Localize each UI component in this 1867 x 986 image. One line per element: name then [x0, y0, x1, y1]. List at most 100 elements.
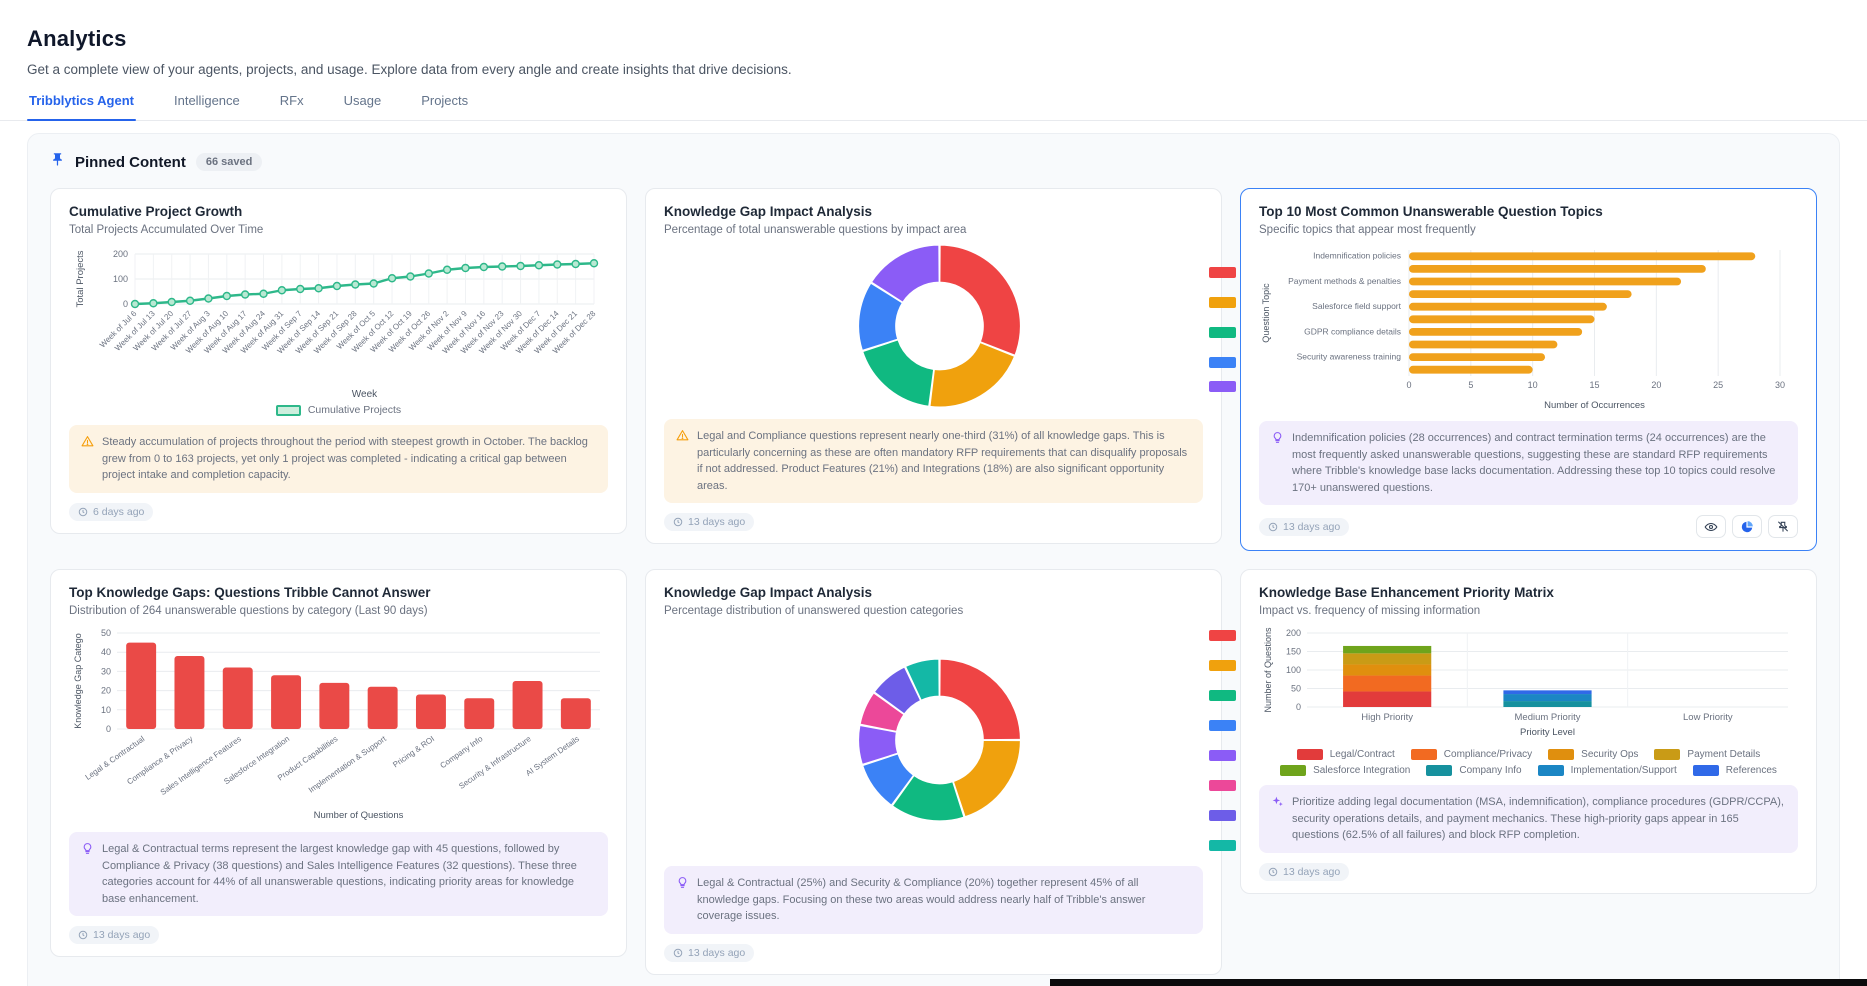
timestamp-badge: 6 days ago — [69, 502, 154, 521]
svg-text:0: 0 — [1406, 380, 1411, 390]
legend-swatch — [1209, 779, 1236, 791]
card-footer: 13 days ago — [664, 513, 1203, 531]
timestamp-badge: 13 days ago — [664, 513, 755, 531]
saved-count-badge: 66 saved — [195, 153, 263, 171]
svg-text:Total Projects: Total Projects — [75, 250, 86, 307]
unpin-button[interactable] — [1768, 515, 1798, 538]
lightbulb-icon — [1271, 431, 1284, 496]
unpin-icon — [1777, 520, 1789, 532]
legend-label: References — [1725, 765, 1777, 776]
svg-text:20: 20 — [101, 686, 111, 696]
chart-legend: Cumulative Projects — [69, 404, 608, 416]
lightbulb-icon — [81, 842, 94, 907]
tab-intelligence[interactable]: Intelligence — [173, 93, 240, 108]
warning-icon — [676, 429, 689, 494]
chart-area: Legal/Compliance (31%)Product Features (… — [664, 242, 1329, 410]
impact-area-donut-chart — [857, 244, 1022, 408]
svg-text:Company Info: Company Info — [438, 734, 484, 770]
card-subtitle: Distribution of 264 unanswerable questio… — [69, 605, 428, 617]
insight-box: Steady accumulation of projects througho… — [69, 425, 608, 493]
svg-text:GDPR compliance details: GDPR compliance details — [1304, 326, 1401, 336]
legend-swatch — [1654, 749, 1681, 760]
svg-text:30: 30 — [101, 666, 111, 676]
legend-swatch — [275, 404, 301, 416]
card-priority-matrix[interactable]: Knowledge Base Enhancement Priority Matr… — [1240, 569, 1817, 894]
card-footer: 13 days ago — [1259, 515, 1798, 538]
svg-text:Priority Level: Priority Level — [1520, 727, 1575, 738]
timestamp-text: 13 days ago — [1283, 865, 1341, 878]
page-subtitle: Get a complete view of your agents, proj… — [27, 62, 792, 77]
svg-text:Week: Week — [352, 389, 378, 400]
card-cumulative-project-growth[interactable]: Cumulative Project Growth Total Projects… — [50, 188, 627, 534]
legend-swatch — [1209, 659, 1236, 671]
svg-text:Knowledge Gap Catego: Knowledge Gap Catego — [73, 633, 83, 729]
card-title: Top 10 Most Common Unanswerable Question… — [1259, 204, 1603, 219]
timestamp-badge: 13 days ago — [69, 926, 160, 944]
card-knowledge-gap-impact-analysis-2[interactable]: Knowledge Gap Impact Analysis Percentage… — [645, 569, 1301, 975]
legend-item: Legal/Contract — [1296, 749, 1395, 760]
lightbulb-icon — [676, 876, 689, 925]
card-subtitle: Impact vs. frequency of missing informat… — [1259, 605, 1481, 617]
legend-item: References — [1692, 765, 1777, 776]
svg-text:10: 10 — [1528, 380, 1538, 390]
pin-icon — [50, 152, 65, 172]
tab-tribblytics-agent[interactable]: Tribblytics Agent — [27, 93, 136, 121]
timestamp-badge: 13 days ago — [1259, 862, 1350, 881]
tab-usage[interactable]: Usage — [343, 93, 382, 108]
tab-rfx[interactable]: RFx — [279, 93, 304, 108]
chart-area: 0 10 20 30 40 50 Legal & Contractual Compliance… — [69, 625, 608, 823]
legend-swatch — [1537, 765, 1564, 776]
card-title: Knowledge Base Enhancement Priority Matr… — [1259, 585, 1554, 600]
clock-icon — [1268, 522, 1278, 531]
svg-text:100: 100 — [1286, 665, 1301, 675]
card-knowledge-gap-impact-analysis[interactable]: Knowledge Gap Impact Analysis Percentage… — [645, 188, 1329, 544]
view-button[interactable] — [1696, 515, 1726, 538]
legend-item: Security Ops — [1548, 749, 1638, 760]
pie-chart-icon — [1741, 520, 1753, 532]
card-title: Knowledge Gap Impact Analysis — [664, 204, 873, 219]
timestamp-badge: 13 days ago — [1259, 517, 1350, 536]
clock-icon — [78, 507, 88, 516]
chart-area: 0 5 10 15 20 25 30 Indemnification policies Paym… — [1259, 244, 1798, 412]
chart-view-button[interactable] — [1732, 515, 1762, 538]
insight-box: Legal & Contractual (25%) and Security &… — [664, 866, 1203, 934]
svg-text:15: 15 — [1589, 380, 1599, 390]
card-top-knowledge-gaps[interactable]: Top Knowledge Gaps: Questions Tribble Ca… — [50, 569, 627, 957]
card-footer: 13 days ago — [69, 926, 608, 944]
legend-swatch — [1209, 296, 1236, 308]
svg-text:0: 0 — [1296, 702, 1301, 712]
timestamp-text: 13 days ago — [93, 929, 151, 941]
card-actions — [1696, 515, 1798, 538]
page-header: Analytics Get a complete view of your ag… — [0, 0, 1867, 77]
timestamp-badge: 13 days ago — [664, 943, 755, 962]
legend-item: Implementation/Support — [1537, 765, 1677, 776]
legend-item: Cumulative Projects — [275, 404, 401, 416]
legend-swatch — [1209, 629, 1236, 641]
legend-swatch — [1410, 749, 1437, 760]
legend-item: Payment Details — [1654, 749, 1760, 760]
svg-text:Salesforce field support: Salesforce field support — [1312, 301, 1401, 311]
legend-swatch — [1209, 356, 1236, 368]
svg-text:Sales Intelligence Features: Sales Intelligence Features — [159, 734, 243, 797]
clock-icon — [78, 930, 88, 940]
svg-text:Number of Questions: Number of Questions — [314, 810, 404, 821]
legend-label: Payment Details — [1687, 749, 1761, 760]
legend-label: Compliance/Privacy — [1443, 749, 1533, 760]
legend-swatch — [1209, 266, 1236, 278]
sparkles-icon — [1271, 795, 1284, 844]
svg-text:25: 25 — [1713, 380, 1723, 390]
card-title: Cumulative Project Growth — [69, 204, 243, 219]
tab-projects[interactable]: Projects — [421, 93, 469, 108]
card-subtitle: Percentage of total unanswerable questio… — [664, 224, 967, 236]
insight-box: Legal & Contractual terms represent the … — [69, 832, 608, 916]
clock-icon — [673, 517, 683, 527]
legend-label: Legal/Contract — [1329, 749, 1395, 760]
card-top-10-unanswerable-topics[interactable]: Top 10 Most Common Unanswerable Question… — [1240, 188, 1817, 551]
svg-text:50: 50 — [1291, 684, 1301, 694]
insight-text: Legal and Compliance questions represent… — [697, 430, 1188, 492]
chart-area: 0 100 200 Week of Jul 6 Week of Jul 13 Week o… — [69, 244, 608, 416]
pinned-cards-grid: Cumulative Project Growth Total Projects… — [50, 188, 1817, 975]
card-footer: 6 days ago — [69, 502, 608, 521]
legend-swatch — [1209, 839, 1236, 851]
